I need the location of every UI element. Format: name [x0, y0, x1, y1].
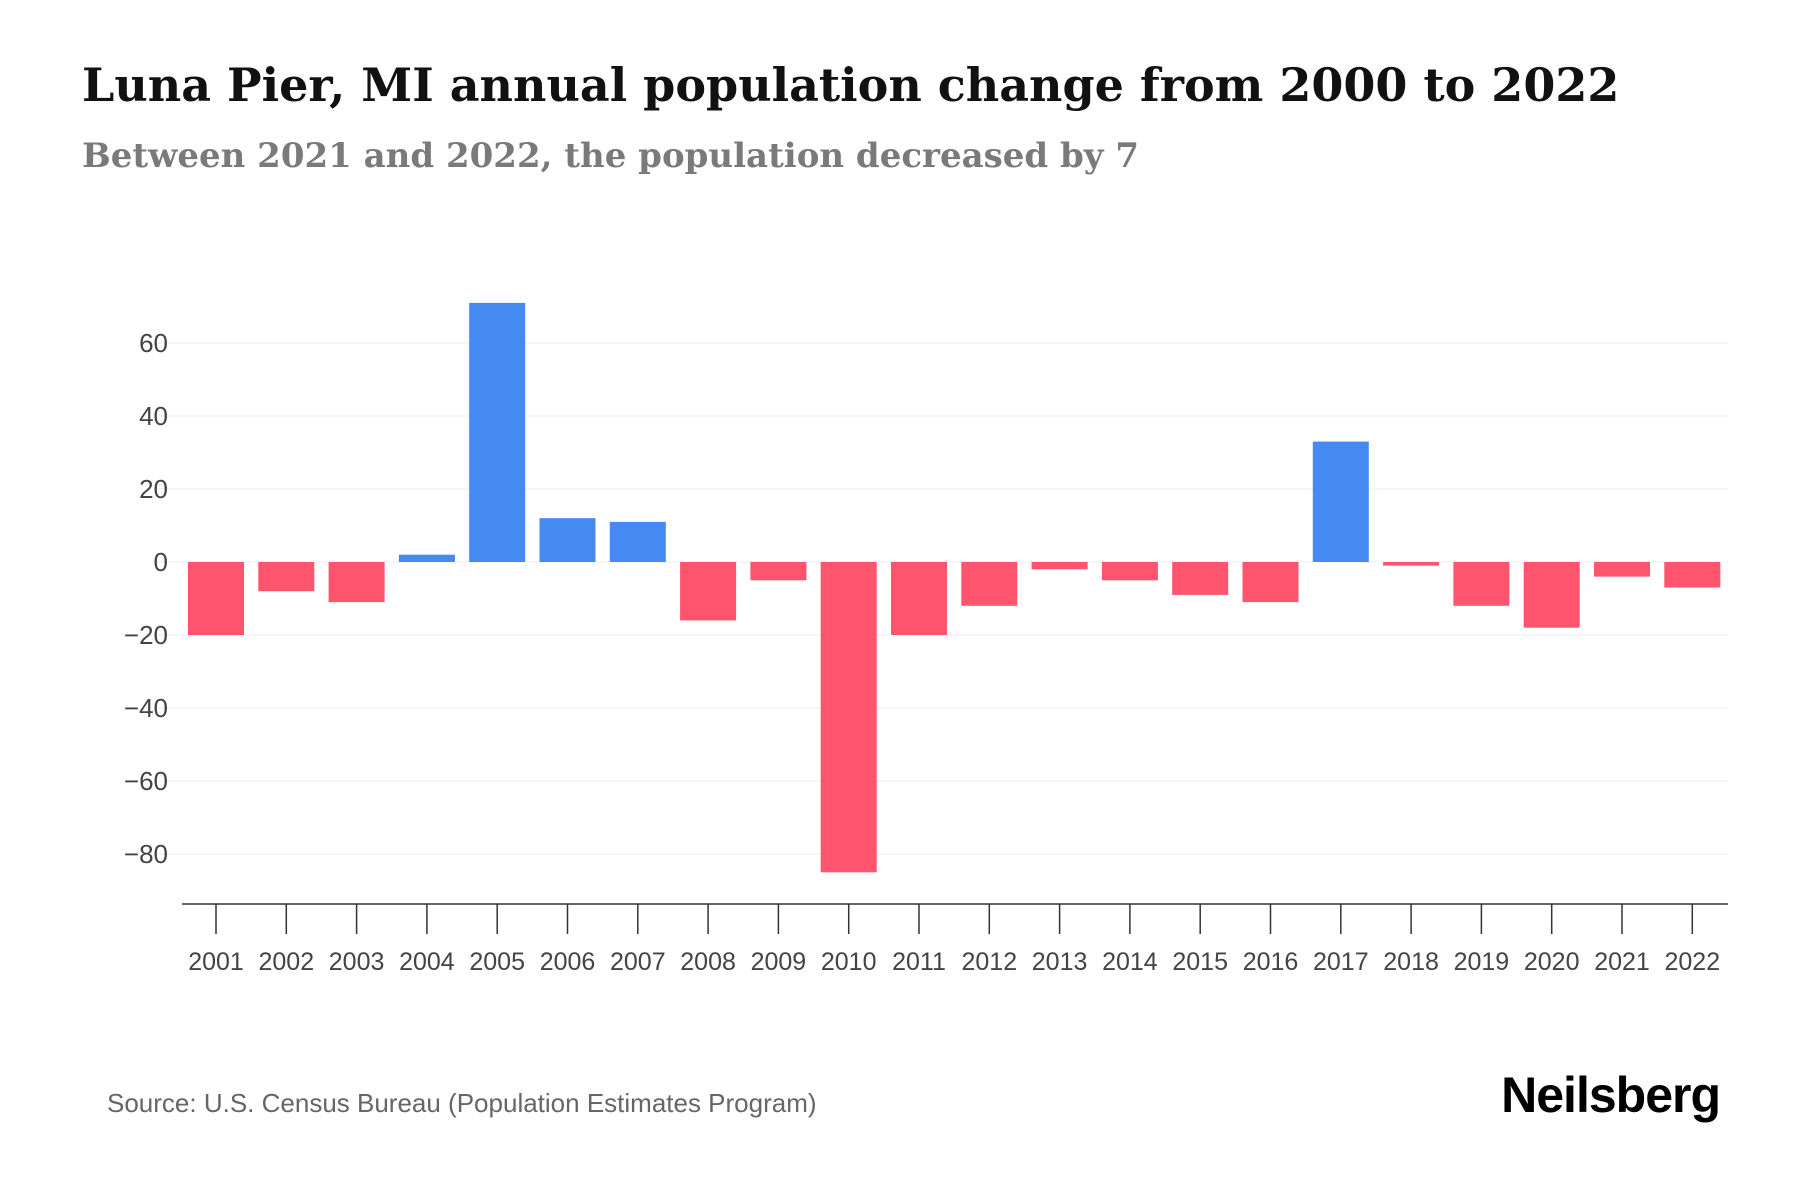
x-axis: 2001 2002 2003 2004 2005 2006 2007 2008 2009 2010…	[182, 903, 1728, 976]
bar-2004	[398, 554, 455, 562]
bar-2019	[1453, 562, 1510, 606]
x-tick-label: 2012	[961, 948, 1017, 976]
bar-2002	[258, 562, 315, 592]
chart-title: Luna Pier, MI annual population change f…	[82, 58, 1620, 112]
x-tick-label: 2006	[540, 948, 596, 976]
bar-2009	[750, 562, 807, 581]
x-tick-label: 2015	[1172, 948, 1228, 976]
x-tick-label: 2017	[1313, 948, 1369, 976]
bars	[188, 302, 1721, 873]
y-tick-label: 20	[139, 474, 168, 504]
bar-2013	[1031, 562, 1088, 570]
y-tick-label: −80	[124, 839, 168, 869]
y-tick-label: 40	[139, 401, 168, 431]
x-tick-label: 2007	[610, 948, 666, 976]
neilsberg-logo: Neilsberg	[1501, 1067, 1721, 1123]
chart-subtitle: Between 2021 and 2022, the population de…	[82, 136, 1140, 176]
bar-2012	[961, 562, 1018, 606]
x-tick-label: 2022	[1664, 948, 1720, 976]
x-tick-label: 2001	[188, 948, 244, 976]
x-tick-label: 2011	[892, 948, 946, 976]
x-tick-label: 2019	[1454, 948, 1510, 976]
x-tick-label: 2013	[1032, 948, 1088, 976]
bar-2006	[539, 518, 596, 562]
bar-2016	[1242, 562, 1299, 603]
x-tick-label: 2014	[1102, 948, 1158, 976]
x-tick-label: 2009	[751, 948, 807, 976]
x-tick-label: 2020	[1524, 948, 1580, 976]
bar-2017	[1312, 441, 1369, 562]
x-tick-label: 2008	[680, 948, 736, 976]
bar-2001	[188, 562, 244, 635]
x-tick-label: 2003	[329, 948, 385, 976]
x-tick-label: 2021	[1594, 948, 1650, 976]
y-tick-label: −20	[124, 620, 168, 650]
source-note: Source: U.S. Census Bureau (Population E…	[107, 1088, 817, 1118]
bar-2022	[1664, 562, 1721, 588]
bar-2010	[820, 562, 877, 873]
bar-2011	[891, 562, 947, 635]
x-tick-label: 2010	[821, 948, 877, 976]
x-tick-label: 2016	[1243, 948, 1299, 976]
bar-2005	[469, 302, 526, 562]
x-tick-label: 2005	[469, 948, 525, 976]
y-tick-label: −60	[124, 766, 168, 796]
x-tick-label: 2004	[399, 948, 455, 976]
bar-2015	[1172, 562, 1229, 595]
bar-2021	[1594, 562, 1650, 577]
bar-2014	[1101, 562, 1158, 581]
bar-2008	[680, 562, 737, 621]
y-tick-label: 60	[139, 328, 168, 358]
y-axis-ticks: 60 40 20 0 −20 −40 −60 −80	[124, 328, 168, 869]
bar-2003	[328, 562, 385, 603]
x-tick-label: 2002	[258, 948, 314, 976]
bar-2007	[609, 521, 666, 562]
bar-2020	[1523, 562, 1580, 628]
y-tick-label: 0	[154, 547, 168, 577]
x-tick-label: 2018	[1383, 948, 1439, 976]
y-tick-label: −40	[124, 693, 168, 723]
bar-2018	[1383, 562, 1440, 566]
